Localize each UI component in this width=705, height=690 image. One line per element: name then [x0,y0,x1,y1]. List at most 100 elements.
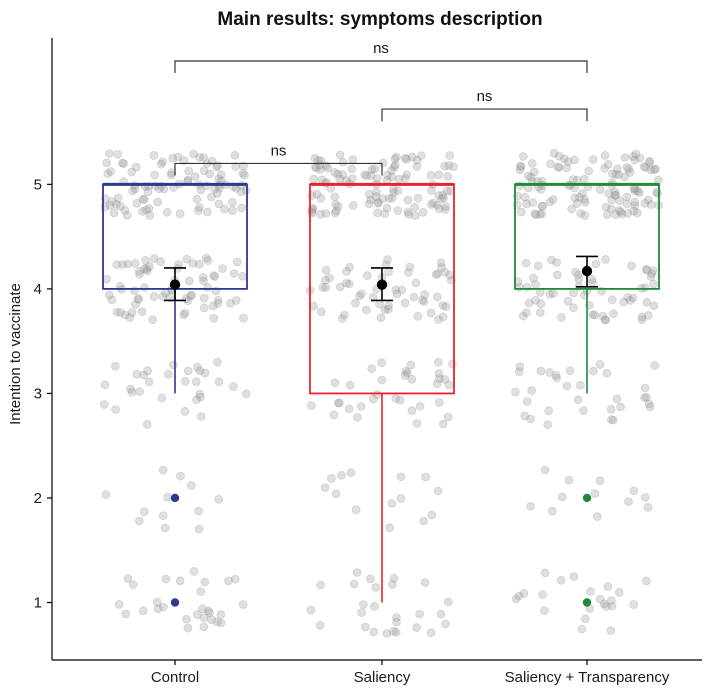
jitter-point [628,152,638,161]
jitter-point [371,583,381,592]
jitter-point [588,155,598,164]
jitter-point [233,257,242,267]
jitter-point [214,199,224,209]
jitter-point [372,187,381,197]
jitter-point [528,198,538,207]
jitter-point [382,203,392,213]
jitter-point [102,158,111,168]
jitter-point [538,590,547,599]
jitter-point [421,472,430,482]
jitter-point [370,164,380,174]
jitter-point [535,308,545,317]
jitter-point [186,291,195,301]
jitter-point [625,168,635,177]
jitter-point [392,617,401,627]
jitter-point [620,172,629,182]
jitter-point [342,266,352,276]
jitter-point [331,200,341,209]
jitter-point [554,163,564,172]
jitter-point [581,614,590,624]
jitter-point [337,470,346,480]
jitter-point [226,298,235,308]
jitter-point [624,164,634,174]
jitter-point [609,309,618,318]
jitter-point [545,289,555,299]
jitter-point [412,623,421,632]
jitter-point [238,169,248,178]
jitter-point [563,157,573,166]
jitter-point [625,296,635,305]
significance-bracket: ns [174,40,588,73]
jitter-point [615,206,624,215]
jitter-point [632,208,642,218]
jitter-point [640,199,650,208]
means-with-ci [164,255,598,302]
jitter-point [209,313,219,323]
jitter-point [426,628,436,638]
jitter-point [411,278,421,288]
jitter-point [316,580,325,590]
jitter-point [329,410,339,420]
jitter-point [634,188,644,198]
jitter-point [352,568,362,577]
jitter-point [442,186,452,196]
jitter-point [434,369,444,378]
jitter-point [140,283,149,292]
jitter-point [335,150,345,160]
jitter-point [368,293,378,302]
jitter-point [229,382,238,391]
jitter-point [601,602,611,611]
jitter-point [149,292,159,301]
jitter-point [144,377,154,387]
jitter-point [538,201,548,211]
jitter-point [199,153,208,162]
jitter-point [366,195,375,205]
significance-bracket: ns [174,142,383,176]
jitter-point [159,602,168,612]
jitter-point [107,295,117,305]
jitter-point [213,357,222,367]
jitter-point [307,401,316,410]
jitter-point [650,361,659,370]
jitter-point [563,296,573,306]
jitter-point [440,375,450,384]
jitter-point [607,204,616,214]
axes: 1 2 3 4 5 Control Saliency Saliency + Transpare… [34,38,702,686]
jitter-point [394,174,404,184]
jitter-point [198,273,208,282]
jitter-point [633,186,643,196]
jitter-point [138,195,148,204]
jitter-point [148,315,157,325]
jitter-point [641,163,651,172]
jitter-point [552,270,562,280]
jitter-point [216,610,226,619]
jitter-point [410,202,420,212]
jitter-point [205,169,214,179]
jitter-point [392,289,402,299]
jitter-point [149,151,159,160]
jitter-point [595,360,605,369]
jitter-point [635,153,645,163]
jitter-point [441,619,450,629]
jitter-point [342,278,351,288]
jitter-point [356,402,366,411]
jitter-point [382,629,392,638]
x-tick-label: Saliency + Transparency [505,669,670,686]
jitter-point [187,290,196,300]
jitter-point [179,310,188,320]
jitter-point [628,293,638,303]
jitter-point [438,301,448,310]
jitter-point [526,172,536,182]
jitter-point [629,206,639,216]
jitter-point [406,360,416,370]
jitter-point [104,290,114,300]
jitter-point [412,155,422,165]
jitter-point [127,308,137,317]
jitter-point [333,398,343,408]
jitter-point [400,298,410,308]
jitter-point [375,299,384,309]
jitter-point [210,272,219,281]
jitter-point [137,307,147,317]
